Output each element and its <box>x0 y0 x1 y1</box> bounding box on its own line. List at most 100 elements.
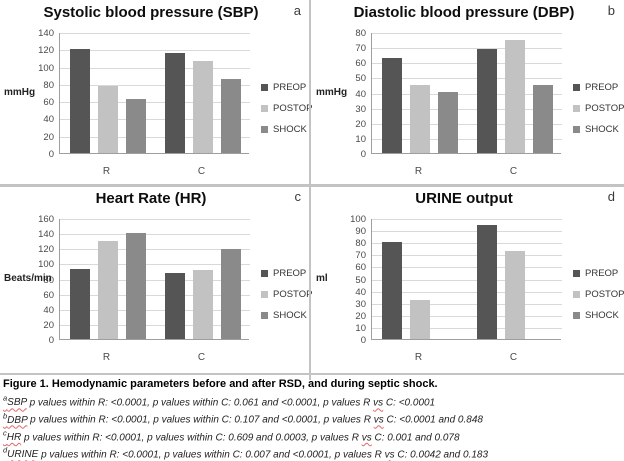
footnote-term: dURINE <box>3 445 39 461</box>
legend-label: POSTOP <box>273 289 313 300</box>
footnote-superscript: c <box>3 428 7 438</box>
y-tick-label: 60 <box>355 262 366 273</box>
chart-bar-postop-c <box>505 40 525 153</box>
y-tick-label: 10 <box>355 323 366 334</box>
legend: PREOP POSTOP SHOCK <box>573 77 624 140</box>
footnote-vs: vs <box>373 397 384 409</box>
y-tick-label: 40 <box>355 89 366 100</box>
legend-item-shock: SHOCK <box>261 119 312 140</box>
chart-bar-postop-r <box>410 85 430 153</box>
x-category-label: R <box>102 352 111 363</box>
y-tick-label: 50 <box>355 275 366 286</box>
y-tick-label: 120 <box>38 45 54 56</box>
y-tick-label: 30 <box>355 104 366 115</box>
legend-label: SHOCK <box>585 310 619 321</box>
legend-swatch-icon <box>573 105 580 112</box>
chart-bar-preop-r <box>382 242 402 339</box>
legend-item-shock: SHOCK <box>261 305 312 326</box>
y-tick-label: 60 <box>43 97 54 108</box>
chart-bar-postop-r <box>98 241 118 339</box>
legend-label: PREOP <box>273 82 307 93</box>
gridline <box>372 219 562 220</box>
gridline <box>60 280 250 281</box>
plot-area <box>371 33 562 154</box>
plot-area <box>371 219 562 340</box>
footnote-vs: vs <box>384 449 395 461</box>
chart-bar-shock-r <box>438 92 458 153</box>
footnote-superscript: b <box>3 411 8 421</box>
legend: PREOP POSTOP SHOCK <box>573 263 624 326</box>
gridline <box>372 328 562 329</box>
gridline <box>372 316 562 317</box>
chart-bar-postop-r <box>98 86 118 153</box>
y-tick-label: 0 <box>48 335 54 346</box>
chart-bar-postop-c <box>193 270 213 339</box>
legend-item-preop: PREOP <box>573 77 624 98</box>
plot-area <box>59 219 250 340</box>
chart-title: Diastolic blood pressure (DBP) <box>353 4 575 21</box>
legend-swatch-icon <box>261 126 268 133</box>
gridline <box>60 325 250 326</box>
chart-title: URINE output <box>415 190 513 207</box>
chart-bar-shock-c <box>221 249 241 339</box>
legend-label: SHOCK <box>273 124 307 135</box>
gridline <box>372 109 562 110</box>
legend-item-shock: SHOCK <box>573 119 624 140</box>
legend-swatch-icon <box>573 291 580 298</box>
y-tick-label: 60 <box>43 290 54 301</box>
gridline <box>60 264 250 265</box>
y-tick-label: 40 <box>355 287 366 298</box>
legend-label: POSTOP <box>585 289 624 300</box>
chart-panel-dbp: Diastolic blood pressure (DBP) b 0 10 20 30 40… <box>312 0 624 184</box>
footnote-line-hr: cHR p values within R: <0.0001, p values… <box>3 428 460 443</box>
y-axis-label: Beats/min <box>4 273 52 284</box>
chart-bar-preop-r <box>382 58 402 153</box>
legend-swatch-icon <box>261 270 268 277</box>
y-tick-label: 70 <box>355 43 366 54</box>
gridline <box>372 243 562 244</box>
chart-title: Heart Rate (HR) <box>95 190 207 207</box>
gridline <box>60 50 250 51</box>
legend-label: SHOCK <box>273 310 307 321</box>
footnote-line-sbp: aSBP p values within R: <0.0001, p value… <box>3 394 436 409</box>
gridline <box>60 137 250 138</box>
gridline <box>372 139 562 140</box>
y-tick-label: 140 <box>38 28 54 39</box>
chart-panel-hr: Heart Rate (HR) c 0 20 40 60 80 100 120 140 160 Bea… <box>0 186 312 370</box>
chart-bar-postop-r <box>410 300 430 339</box>
figure-caption: Figure 1. Hemodynamic parameters before … <box>3 378 622 461</box>
chart-bar-shock-c <box>221 79 241 153</box>
chart-bar-postop-c <box>505 251 525 339</box>
horizontal-divider-caption <box>0 373 624 375</box>
gridline <box>372 94 562 95</box>
legend-item-postop: POSTOP <box>261 284 312 305</box>
legend-label: PREOP <box>585 268 619 279</box>
gridline <box>60 119 250 120</box>
chart-bar-postop-c <box>193 61 213 153</box>
y-tick-label: 50 <box>355 73 366 84</box>
y-tick-label: 90 <box>355 226 366 237</box>
x-category-label: R <box>102 166 111 177</box>
footnote-term: bDBP <box>3 411 28 426</box>
y-axis-label: ml <box>316 273 328 284</box>
gridline <box>372 292 562 293</box>
gridline <box>372 124 562 125</box>
chart-panel-urine: URINE output d 0 10 20 30 40 50 60 70 80 90 100 ml R C P… <box>312 186 624 370</box>
gridline <box>372 33 562 34</box>
y-tick-label: 40 <box>43 114 54 125</box>
chart-bar-preop-c <box>165 53 185 153</box>
footnote-line-dbp: bDBP p values within R: <0.0001, p value… <box>3 411 483 426</box>
chart-title: Systolic blood pressure (SBP) <box>43 4 259 21</box>
footnote-list: aSBP p values within R: <0.0001, p value… <box>3 392 622 461</box>
y-tick-label: 0 <box>360 335 366 346</box>
y-tick-label: 140 <box>38 229 54 240</box>
footnote-term: cHR <box>3 428 22 443</box>
legend-label: PREOP <box>585 82 619 93</box>
x-category-label: C <box>509 352 518 363</box>
legend-label: PREOP <box>273 268 307 279</box>
panel-letter: a <box>293 3 301 18</box>
legend-label: POSTOP <box>585 103 624 114</box>
legend-label: SHOCK <box>585 124 619 135</box>
y-tick-label: 30 <box>355 299 366 310</box>
